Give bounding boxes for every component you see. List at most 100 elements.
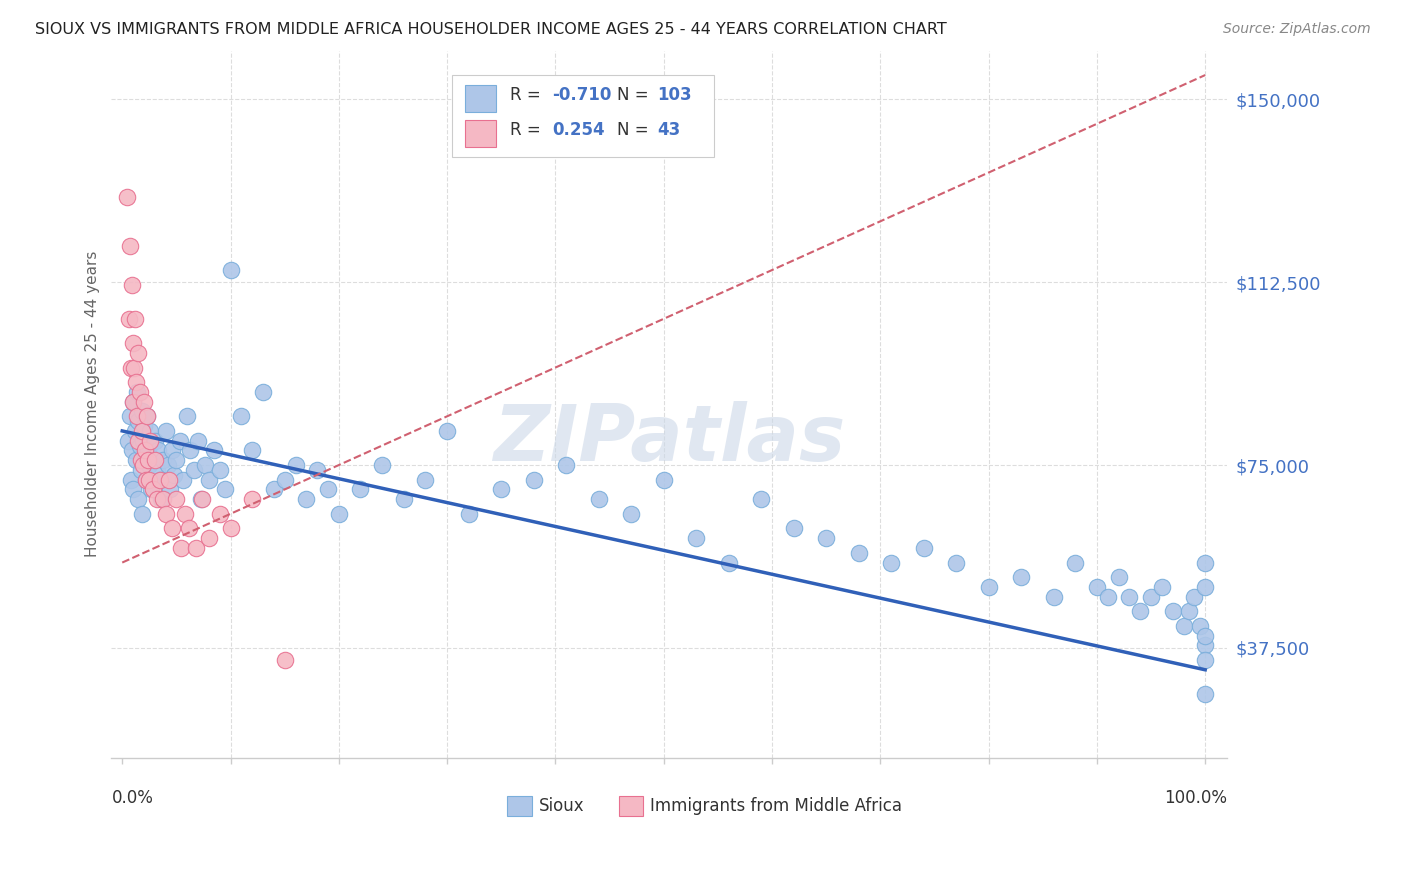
Point bbox=[555, 458, 578, 472]
Point bbox=[782, 521, 804, 535]
Point bbox=[219, 263, 242, 277]
Bar bbox=[619, 797, 644, 816]
Point bbox=[190, 492, 212, 507]
Text: Immigrants from Middle Africa: Immigrants from Middle Africa bbox=[650, 797, 903, 815]
Text: SIOUX VS IMMIGRANTS FROM MIDDLE AFRICA HOUSEHOLDER INCOME AGES 25 - 44 YEARS COR: SIOUX VS IMMIGRANTS FROM MIDDLE AFRICA H… bbox=[35, 22, 946, 37]
Point bbox=[128, 384, 150, 399]
Point bbox=[174, 507, 197, 521]
Point bbox=[187, 434, 209, 448]
Point bbox=[179, 443, 201, 458]
Point bbox=[132, 419, 155, 434]
Point bbox=[219, 521, 242, 535]
Point bbox=[157, 473, 180, 487]
Point bbox=[129, 453, 152, 467]
Point bbox=[491, 483, 513, 497]
Point bbox=[121, 277, 143, 292]
Point bbox=[815, 531, 838, 545]
Point bbox=[160, 521, 183, 535]
Point bbox=[142, 453, 165, 467]
Point bbox=[155, 424, 177, 438]
Text: 103: 103 bbox=[657, 87, 692, 104]
Point bbox=[328, 507, 350, 521]
Point bbox=[252, 384, 274, 399]
Text: Sioux: Sioux bbox=[538, 797, 585, 815]
Point bbox=[127, 492, 149, 507]
Point bbox=[159, 483, 181, 497]
Point bbox=[143, 434, 166, 448]
Point bbox=[165, 492, 187, 507]
Point bbox=[136, 453, 159, 467]
Text: 43: 43 bbox=[657, 120, 681, 139]
Point bbox=[127, 346, 149, 360]
Point bbox=[1194, 629, 1216, 643]
Point bbox=[136, 409, 159, 424]
Point bbox=[127, 434, 149, 448]
Point bbox=[1194, 580, 1216, 594]
Point bbox=[118, 409, 141, 424]
Point bbox=[139, 434, 162, 448]
Point bbox=[198, 473, 221, 487]
Point bbox=[172, 473, 194, 487]
Text: N =: N = bbox=[617, 120, 654, 139]
Point bbox=[685, 531, 707, 545]
Point bbox=[152, 492, 174, 507]
Point bbox=[156, 458, 179, 472]
Point bbox=[122, 483, 145, 497]
Point bbox=[128, 438, 150, 452]
Text: 100.0%: 100.0% bbox=[1164, 789, 1227, 807]
Point bbox=[749, 492, 772, 507]
Point bbox=[1150, 580, 1173, 594]
Bar bbox=[508, 797, 531, 816]
Point bbox=[880, 556, 903, 570]
Point bbox=[316, 483, 339, 497]
Text: -0.710: -0.710 bbox=[553, 87, 612, 104]
Point bbox=[117, 434, 139, 448]
Point bbox=[115, 190, 138, 204]
Point bbox=[415, 473, 437, 487]
Point bbox=[1182, 590, 1205, 604]
Point bbox=[1173, 619, 1195, 633]
Point bbox=[150, 492, 173, 507]
Point bbox=[436, 424, 458, 438]
Point bbox=[146, 492, 169, 507]
Text: R =: R = bbox=[509, 87, 546, 104]
Point bbox=[134, 443, 156, 458]
Point bbox=[118, 311, 141, 326]
Point bbox=[652, 473, 675, 487]
Point bbox=[146, 443, 169, 458]
Point bbox=[1140, 590, 1163, 604]
Point bbox=[155, 507, 177, 521]
Point bbox=[717, 556, 740, 570]
Point bbox=[295, 492, 318, 507]
Point bbox=[208, 507, 231, 521]
Point bbox=[179, 521, 201, 535]
Point bbox=[160, 443, 183, 458]
Point bbox=[121, 443, 143, 458]
Point bbox=[122, 360, 145, 375]
Point bbox=[176, 409, 198, 424]
Point bbox=[371, 458, 394, 472]
Point bbox=[141, 483, 163, 497]
Point bbox=[1064, 556, 1087, 570]
Point bbox=[120, 473, 142, 487]
Point bbox=[1161, 604, 1184, 618]
Point bbox=[124, 311, 146, 326]
Point bbox=[127, 414, 149, 428]
Point bbox=[620, 507, 643, 521]
Bar bbox=[465, 86, 496, 112]
Point bbox=[193, 458, 215, 472]
Point bbox=[977, 580, 1000, 594]
Point bbox=[273, 473, 295, 487]
Text: 0.0%: 0.0% bbox=[111, 789, 153, 807]
Text: R =: R = bbox=[509, 120, 546, 139]
Point bbox=[1010, 570, 1032, 584]
Point bbox=[125, 375, 148, 389]
Point bbox=[198, 531, 221, 545]
Point bbox=[135, 473, 157, 487]
Point bbox=[131, 507, 153, 521]
Point bbox=[122, 394, 145, 409]
Point bbox=[149, 473, 172, 487]
Point bbox=[132, 434, 155, 448]
Point bbox=[163, 467, 186, 482]
Text: ZIPatlas: ZIPatlas bbox=[494, 401, 845, 477]
